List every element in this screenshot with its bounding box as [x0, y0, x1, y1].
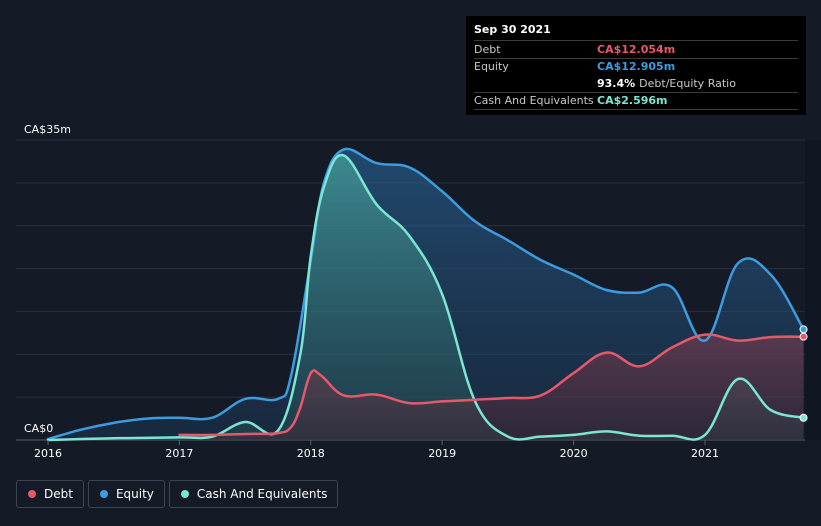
- tooltip-row-cash: Cash And Equivalents CA$2.596m: [474, 91, 798, 110]
- x-tick-label: 2018: [297, 447, 325, 460]
- debt-area: [179, 334, 804, 440]
- equity-endpoint: [799, 325, 808, 334]
- tooltip-row-equity: Equity CA$12.905m: [474, 57, 798, 76]
- x-tick-label: 2019: [428, 447, 456, 460]
- debt-endpoint: [799, 332, 808, 341]
- legend-equity-label: Equity: [115, 487, 154, 501]
- legend-equity-dot-icon: [99, 490, 108, 498]
- tooltip-cash-label: Cash And Equivalents: [474, 94, 594, 108]
- tooltip-row-debt: Debt CA$12.054m: [474, 40, 798, 58]
- x-tick-label: 2020: [560, 447, 588, 460]
- legend-cash-dot-icon: [180, 490, 189, 498]
- equity-line: [46, 147, 805, 441]
- legend-cash-label: Cash And Equivalents: [196, 487, 328, 501]
- y-axis-top-label: CA$35m: [24, 123, 71, 136]
- tooltip: Sep 30 2021 Debt CA$12.054m Equity CA$12…: [466, 16, 806, 115]
- past-shade: [805, 140, 821, 440]
- series-areas: [48, 148, 804, 440]
- tooltip-equity-label: Equity: [474, 60, 509, 74]
- tooltip-row-ratio: 93.4% Debt/Equity Ratio: [474, 75, 798, 92]
- cash-line: [46, 153, 805, 442]
- legend-debt-dot-icon: [28, 490, 36, 498]
- cash-endpoint: [799, 413, 808, 422]
- tooltip-ratio-value: 93.4%: [597, 76, 636, 90]
- x-axis-ticks: 2016 2017 2018 2019 2020 2021: [34, 440, 719, 460]
- y-axis-bottom-label: CA$0: [24, 422, 53, 435]
- legend-debt-label: Debt: [44, 487, 73, 501]
- legend-item-cash[interactable]: Cash And Equivalents: [168, 480, 339, 508]
- legend: Debt Equity Cash And Equivalents: [16, 480, 339, 508]
- series-lines: [46, 147, 805, 442]
- legend-item-equity[interactable]: Equity: [87, 480, 165, 508]
- x-tick-label: 2016: [34, 447, 62, 460]
- tooltip-ratio-label: Debt/Equity Ratio: [639, 76, 736, 90]
- cash-area: [48, 155, 804, 440]
- x-tick-label: 2021: [691, 447, 719, 460]
- tooltip-cash-value: CA$2.596m: [597, 94, 668, 108]
- series-endpoints: [799, 325, 808, 422]
- x-tick-label: 2017: [165, 447, 193, 460]
- tooltip-debt-label: Debt: [474, 42, 501, 56]
- tooltip-date: Sep 30 2021: [474, 23, 551, 36]
- debt-line: [178, 333, 805, 437]
- legend-item-debt[interactable]: Debt: [16, 480, 84, 508]
- tooltip-equity-value: CA$12.905m: [597, 60, 676, 74]
- tooltip-debt-value: CA$12.054m: [597, 42, 676, 56]
